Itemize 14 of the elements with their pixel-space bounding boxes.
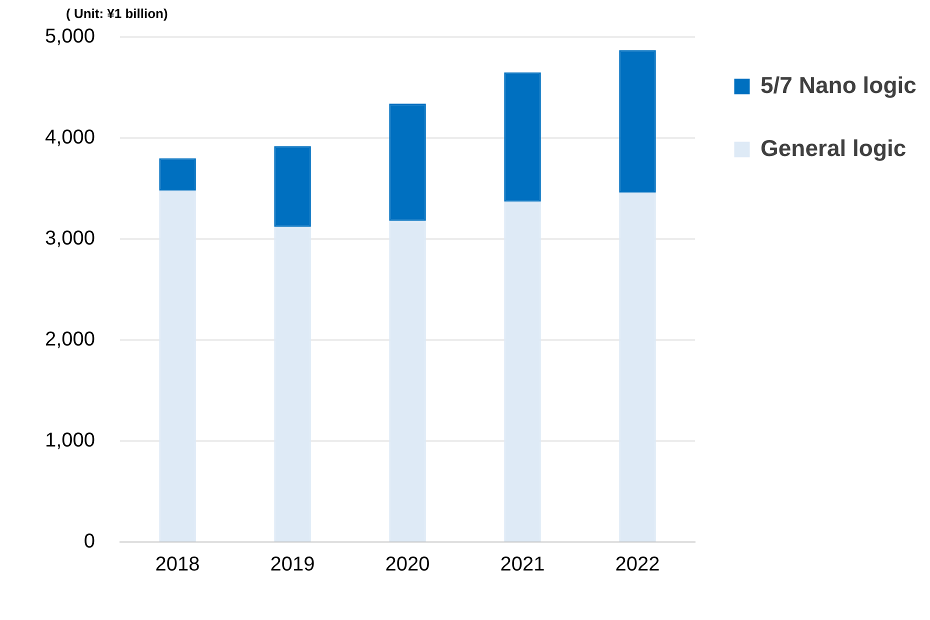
y-tick-label: 0 [84,530,96,553]
x-tick-label: 2018 [155,554,200,576]
y-tick-label: 2,000 [44,328,96,351]
legend-label: General logic [760,134,906,161]
y-tick-label: 4,000 [44,126,96,149]
x-tick-label: 2020 [385,554,430,576]
y-tick-label: 1,000 [44,430,96,452]
x-tick-label: 2022 [615,554,660,576]
y-tick-label: 5,000 [44,26,96,48]
y-tick-label: 3,000 [44,228,96,250]
legend-label: 5/7 Nano logic [760,72,917,98]
y-axis-title: ( Unit: ¥1 billion) [66,6,168,22]
x-tick-label: 2019 [270,554,315,576]
x-tick-label: 2021 [500,554,545,576]
